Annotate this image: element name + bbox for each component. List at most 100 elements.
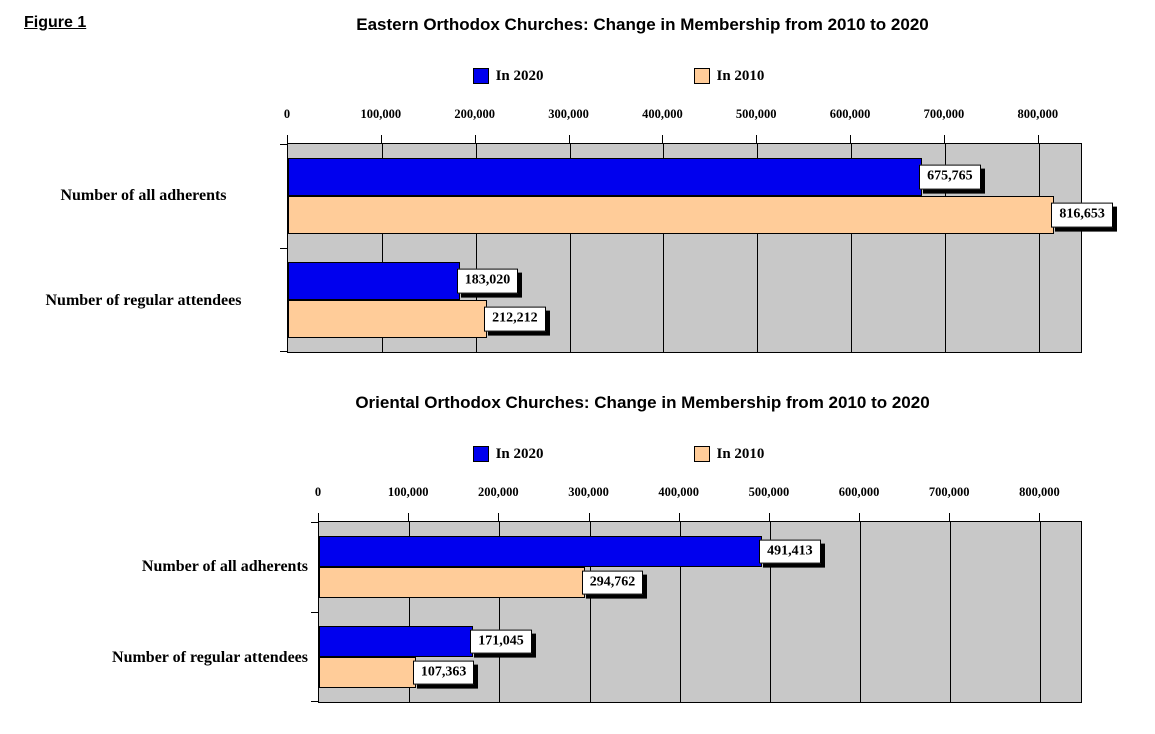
x-axis-tick-marks [287,135,1080,143]
x-tick-mark [588,513,590,521]
bar-in-2010: 816,653 [288,196,1113,234]
gridline [1038,144,1040,352]
gridline [663,144,665,352]
x-tick-mark [859,513,861,521]
y-tick-mark [311,701,318,702]
legend: In 2020 In 2010 [106,445,1131,463]
x-tick-label: 800,000 [1019,485,1060,499]
chart-body: Number of all adherents Number of regular… [0,143,1155,353]
x-tick-label: 100,000 [387,485,429,499]
bar-in-2020: 675,765 [288,158,981,196]
chart-eastern-orthodox: Eastern Orthodox Churches: Change in Mem… [0,14,1155,353]
value-label: 816,653 [1051,202,1113,228]
x-tick-mark [1039,513,1041,521]
gridline [569,144,571,352]
y-tick-mark [280,144,287,145]
figure-label: Figure 1 [24,14,87,31]
bar-group: 491,413 294,762 [319,522,1081,612]
value-label: 107,363 [412,660,475,685]
x-tick-label: 300,000 [568,485,609,499]
x-tick-mark [768,513,770,521]
gridline [381,144,383,352]
legend-item-in-2010: In 2010 [693,67,765,85]
x-tick-mark [498,513,500,521]
bar-in-2020: 183,020 [288,262,519,300]
gridline [944,144,946,352]
gridline [769,522,771,702]
gridline [475,144,477,352]
legend-item-in-2010: In 2010 [693,445,765,463]
x-tick-mark [408,513,410,521]
bar-in-2010: 294,762 [319,567,644,598]
gridline [499,522,501,702]
y-tick-mark [311,612,318,613]
x-tick-label: 200,000 [454,107,495,121]
chart-oriental-orthodox: Oriental Orthodox Churches: Change in Me… [0,392,1155,703]
gridline [851,144,853,352]
x-tick-mark [287,135,288,143]
chart-title: Eastern Orthodox Churches: Change in Mem… [356,15,929,34]
x-tick-mark [949,513,951,521]
x-tick-mark [1037,135,1039,143]
legend-swatch [472,446,489,462]
bar-group: 183,020 212,212 [288,248,1081,352]
gridline [950,522,952,702]
value-label: 675,765 [919,164,981,190]
x-tick-label: 600,000 [838,485,880,499]
legend: In 2020 In 2010 [106,67,1131,85]
legend-swatch [693,446,710,462]
bar-in-2010: 212,212 [288,300,546,338]
x-tick-label: 700,000 [923,107,965,121]
y-tick-mark [280,351,287,352]
value-label: 183,020 [456,268,519,294]
gridline [1040,522,1042,702]
x-tick-mark [318,513,319,521]
bar-group: 675,765 816,653 [288,144,1113,248]
x-tick-label: 200,000 [478,485,519,499]
legend-label: In 2020 [495,67,544,84]
bar-in-2020: 171,045 [319,626,532,657]
category-label: Number of regular attendees [112,648,308,666]
bar-in-2020: 491,413 [319,536,821,567]
x-tick-label: 700,000 [928,485,970,499]
bar-group: 171,045 107,363 [319,612,1081,702]
gridline [679,522,681,702]
x-axis-tick-labels: 0 100,000 200,000 300,000 400,000 500,000 600,… [314,485,1080,501]
category-axis: Number of all adherents Number of regular… [0,143,287,353]
y-tick-mark [280,248,287,249]
plot-area: 491,413 294,762 171,045 107,363 [311,521,1082,703]
x-tick-mark [850,135,852,143]
legend-label: In 2010 [716,67,765,84]
x-tick-label: 400,000 [658,485,700,499]
x-tick-mark [474,135,476,143]
chart-body: Number of all adherents Number of regular… [0,521,1155,703]
legend-swatch [693,68,710,84]
x-axis-tick-marks [318,513,1080,521]
category-label: Number of all adherents [60,186,227,204]
category-label: Number of regular attendees [45,291,242,309]
bar-in-2010: 107,363 [319,657,475,688]
category-axis: Number of all adherents Number of regular… [0,521,318,703]
x-tick-mark [568,135,570,143]
value-label: 212,212 [484,306,546,332]
legend-swatch [472,68,489,84]
x-tick-label: 800,000 [1017,107,1059,121]
category-label: Number of all adherents [141,557,308,575]
legend-label: In 2020 [495,445,544,462]
x-tick-label: 400,000 [642,107,683,121]
x-tick-label: 0 [314,485,322,499]
gridline [860,522,862,702]
legend-label: In 2010 [716,445,765,462]
x-tick-mark [943,135,945,143]
x-tick-label: 500,000 [748,485,790,499]
gridline [409,522,411,702]
x-tick-mark [678,513,680,521]
y-tick-mark [311,522,318,523]
gridline [589,522,591,702]
value-label: 491,413 [759,539,821,564]
x-axis-tick-labels: 0 100,000 200,000 300,000 400,000 500,000 600,… [284,107,1080,123]
x-tick-label: 100,000 [360,107,402,121]
x-tick-mark [756,135,758,143]
x-tick-mark [662,135,664,143]
